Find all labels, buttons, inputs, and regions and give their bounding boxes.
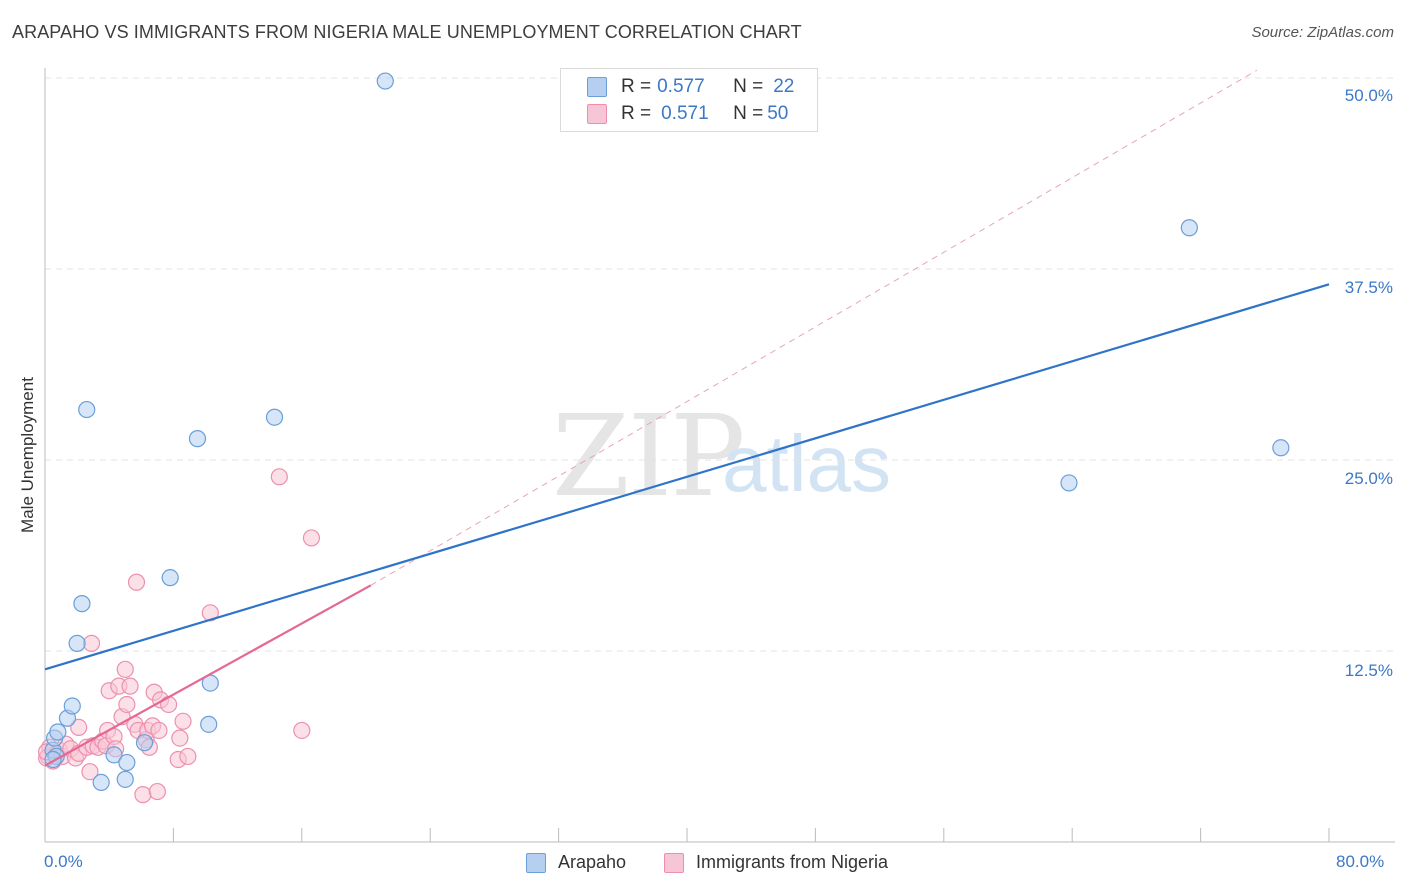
legend-label-nigeria: Immigrants from Nigeria	[696, 852, 889, 872]
point-nigeria	[159, 695, 178, 714]
watermark-zip: ZIP	[552, 392, 745, 522]
x-tick-label-0: 0.0%	[44, 852, 83, 871]
point-arapaho	[161, 569, 179, 587]
point-nigeria	[70, 718, 88, 737]
legend-r-value: 0.571	[661, 103, 709, 124]
point-arapaho	[49, 723, 67, 741]
legend-label-arapaho: Arapaho	[558, 852, 627, 872]
point-arapaho	[73, 595, 91, 613]
legend-r-label: R =	[621, 76, 652, 97]
x-tick-label-80: 80.0%	[1336, 852, 1385, 871]
chart-title: ARAPAHO VS IMMIGRANTS FROM NIGERIA MALE …	[12, 22, 802, 42]
legend-swatch-arapaho	[526, 852, 546, 873]
legend-item-arapaho[interactable]: Arapaho	[526, 852, 626, 873]
point-arapaho	[78, 400, 96, 419]
point-nigeria	[118, 695, 136, 714]
legend-row-nigeria: R = 0.571 N = 50	[587, 102, 788, 126]
point-nigeria	[116, 660, 134, 678]
legend-n-label: N =	[733, 103, 764, 124]
legend-item-nigeria[interactable]: Immigrants from Nigeria	[664, 852, 888, 873]
point-nigeria	[150, 721, 168, 740]
point-arapaho	[92, 773, 110, 792]
point-arapaho	[1060, 474, 1078, 492]
gridlines	[45, 77, 1395, 652]
y-axis-label: Male Unemployment	[18, 377, 37, 533]
axes	[44, 68, 1395, 843]
point-nigeria	[293, 721, 311, 740]
point-nigeria	[121, 677, 139, 695]
legend-swatch-nigeria	[587, 104, 607, 124]
y-tick-label-12-5: 12.5%	[1344, 661, 1393, 680]
point-arapaho	[105, 746, 123, 764]
legend-n-value: 22	[773, 76, 795, 97]
legend-swatch-arapaho	[587, 77, 607, 97]
point-arapaho	[118, 753, 136, 772]
point-nigeria	[270, 468, 288, 486]
legend-r-value: 0.577	[657, 76, 705, 97]
y-tick-label-50: 50.0%	[1344, 86, 1393, 105]
point-arapaho	[265, 408, 284, 426]
point-arapaho	[376, 72, 394, 90]
watermark-atlas: atlas	[722, 419, 891, 508]
point-arapaho	[68, 634, 86, 652]
point-arapaho	[1272, 439, 1290, 457]
point-nigeria	[82, 634, 101, 652]
point-arapaho	[135, 734, 154, 752]
point-arapaho	[63, 697, 81, 715]
legend-n-label: N =	[733, 76, 764, 97]
point-nigeria	[81, 763, 99, 781]
point-arapaho	[200, 715, 218, 733]
legend-swatch-nigeria	[664, 852, 684, 873]
source-label: Source: ZipAtlas.com	[1251, 24, 1394, 41]
point-nigeria	[134, 786, 152, 804]
point-arapaho	[116, 770, 134, 788]
point-nigeria	[179, 747, 197, 766]
trend-line-nigeria-extension	[370, 69, 1258, 586]
trend-line-nigeria	[44, 584, 372, 767]
point-arapaho	[1180, 219, 1198, 237]
trend-line-arapaho	[44, 283, 1330, 671]
legend-r-label: R =	[621, 103, 652, 124]
point-nigeria	[127, 573, 146, 591]
point-nigeria	[174, 712, 192, 730]
legend-n-value: 50	[767, 103, 789, 124]
correlation-legend: R = 0.577 N = 22 R = 0.571 N = 50	[560, 68, 818, 132]
point-nigeria	[302, 529, 321, 547]
legend-row-arapaho: R = 0.577 N = 22	[587, 75, 794, 99]
trend-lines	[370, 69, 1258, 586]
series-arapaho-points	[44, 72, 1290, 792]
point-arapaho	[188, 430, 207, 448]
series-legend: Arapaho Immigrants from Nigeria	[0, 852, 1406, 876]
point-nigeria	[171, 729, 189, 747]
y-tick-label-37-5: 37.5%	[1344, 278, 1393, 297]
y-tick-label-25: 25.0%	[1344, 469, 1393, 488]
point-nigeria	[148, 782, 166, 801]
